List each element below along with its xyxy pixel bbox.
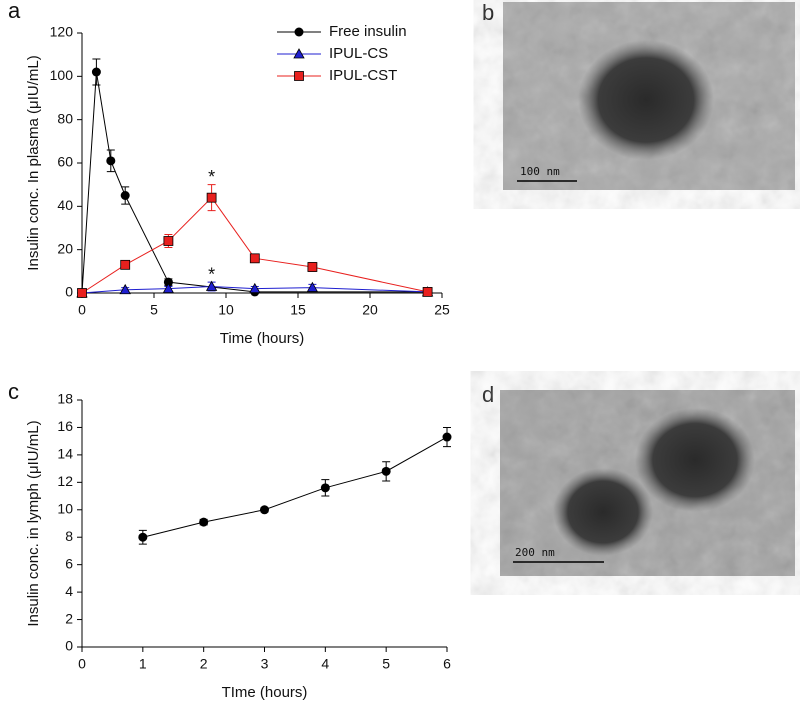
series-line xyxy=(142,436,448,538)
legend-marker xyxy=(294,71,304,81)
x-tick-label: 20 xyxy=(362,302,378,318)
panel-label: d xyxy=(482,382,494,407)
legend-label: IPUL-CST xyxy=(329,67,397,84)
x-tick-label: 6 xyxy=(443,656,451,672)
x-tick-label: 5 xyxy=(382,656,390,672)
marker xyxy=(120,259,131,270)
y-tick-label: 10 xyxy=(57,500,73,516)
y-tick-label: 14 xyxy=(57,446,73,462)
marker xyxy=(320,483,330,493)
x-tick-label: 25 xyxy=(434,302,450,318)
marker xyxy=(138,532,148,542)
marker xyxy=(120,191,130,200)
x-tick-label: 0 xyxy=(78,302,86,318)
marker xyxy=(307,262,318,272)
y-tick-label: 100 xyxy=(50,67,74,83)
y-axis-label: Insulin conc. in lymph (μIU/mL) xyxy=(25,420,42,626)
y-tick-label: 6 xyxy=(65,555,73,571)
y-tick-label: 120 xyxy=(50,24,74,40)
y-tick-label: 60 xyxy=(57,154,73,170)
marker xyxy=(119,283,131,295)
y-tick-label: 20 xyxy=(57,240,73,256)
x-tick-label: 5 xyxy=(150,302,158,318)
y-tick-label: 80 xyxy=(57,110,73,126)
marker xyxy=(206,192,217,203)
legend-label: IPUL-CS xyxy=(329,45,388,62)
x-tick-label: 2 xyxy=(200,656,208,672)
panel-label: a xyxy=(8,0,21,23)
legend-label: Free insulin xyxy=(329,23,407,40)
panel-label: c xyxy=(8,379,19,404)
scale-bar-label: 100 nm xyxy=(520,165,560,178)
marker xyxy=(163,277,173,287)
annotation: * xyxy=(208,167,215,187)
marker xyxy=(249,253,260,264)
x-tick-label: 15 xyxy=(290,302,306,318)
marker xyxy=(91,67,101,77)
annotation: * xyxy=(208,264,215,284)
y-tick-label: 8 xyxy=(65,528,73,544)
x-axis-label: TIme (hours) xyxy=(222,684,308,701)
y-tick-label: 12 xyxy=(57,473,73,489)
x-tick-label: 3 xyxy=(261,656,269,672)
marker xyxy=(422,287,433,297)
y-tick-label: 2 xyxy=(65,610,73,626)
marker xyxy=(442,432,452,442)
panel-label: b xyxy=(482,0,494,25)
y-tick-label: 4 xyxy=(65,583,73,599)
micrograph: 100 nm xyxy=(503,2,795,190)
marker xyxy=(163,236,174,246)
marker xyxy=(106,156,116,166)
marker xyxy=(162,282,175,294)
marker xyxy=(260,505,269,515)
marker xyxy=(205,280,218,291)
y-tick-label: 16 xyxy=(57,418,73,434)
y-tick-label: 0 xyxy=(65,284,73,300)
micrograph: 200 nm xyxy=(500,390,795,576)
y-axis-label: Insulin conc. In plasma (μIU/mL) xyxy=(25,55,42,270)
x-tick-label: 0 xyxy=(78,656,86,672)
legend-marker xyxy=(293,48,305,59)
marker xyxy=(381,466,391,476)
marker xyxy=(306,281,319,292)
marker xyxy=(199,517,209,527)
x-tick-label: 4 xyxy=(321,656,329,672)
x-tick-label: 10 xyxy=(218,302,234,318)
marker xyxy=(249,282,261,294)
x-axis-label: Time (hours) xyxy=(220,330,304,347)
y-tick-label: 40 xyxy=(57,197,73,213)
legend-marker xyxy=(294,27,304,37)
x-tick-label: 1 xyxy=(139,656,147,672)
y-tick-label: 18 xyxy=(57,391,73,407)
marker xyxy=(77,288,87,298)
scale-bar-label: 200 nm xyxy=(515,546,555,559)
y-tick-label: 0 xyxy=(65,638,73,654)
